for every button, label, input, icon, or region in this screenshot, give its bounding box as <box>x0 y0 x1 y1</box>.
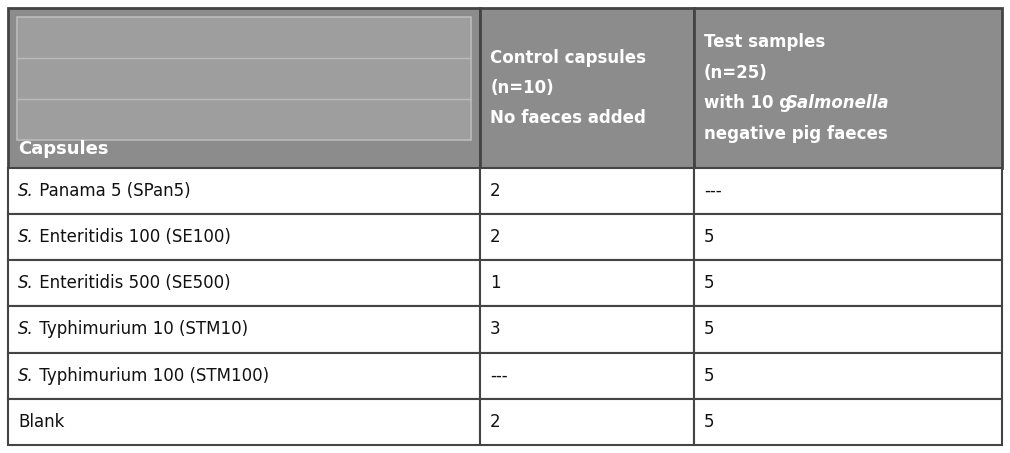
Text: Enteritidis 500 (SE500): Enteritidis 500 (SE500) <box>34 274 231 292</box>
Bar <box>694 8 1002 168</box>
Text: 5: 5 <box>704 228 714 246</box>
Text: Control capsules: Control capsules <box>490 49 646 67</box>
Text: Salmonella: Salmonella <box>786 94 890 112</box>
Bar <box>480 214 694 260</box>
Bar <box>480 399 694 445</box>
Text: 5: 5 <box>704 366 714 385</box>
Text: (n=10): (n=10) <box>490 79 553 97</box>
Bar <box>8 8 480 168</box>
Text: No faeces added: No faeces added <box>490 109 646 127</box>
Text: S.: S. <box>18 366 33 385</box>
Text: 3: 3 <box>490 320 501 338</box>
Text: Capsules: Capsules <box>18 140 108 158</box>
Text: 5: 5 <box>704 320 714 338</box>
Bar <box>694 306 1002 352</box>
Bar <box>17 17 471 140</box>
Bar <box>694 260 1002 306</box>
Text: Test samples: Test samples <box>704 33 825 51</box>
Text: Panama 5 (SPan5): Panama 5 (SPan5) <box>34 182 191 200</box>
Text: S.: S. <box>18 320 33 338</box>
Text: S.: S. <box>18 182 33 200</box>
Bar <box>8 399 480 445</box>
Bar <box>8 214 480 260</box>
Text: 5: 5 <box>704 274 714 292</box>
Bar <box>694 214 1002 260</box>
Text: 5: 5 <box>704 413 714 431</box>
Bar <box>480 8 694 168</box>
Bar <box>480 260 694 306</box>
Text: 1: 1 <box>490 274 501 292</box>
Text: S.: S. <box>18 228 33 246</box>
Text: ---: --- <box>704 182 721 200</box>
Text: (n=25): (n=25) <box>704 63 768 82</box>
Bar <box>480 168 694 214</box>
Text: Blank: Blank <box>18 413 65 431</box>
Text: Typhimurium 10 (STM10): Typhimurium 10 (STM10) <box>34 320 248 338</box>
Bar <box>694 352 1002 399</box>
Text: ---: --- <box>490 366 508 385</box>
Bar <box>8 306 480 352</box>
Text: 2: 2 <box>490 413 501 431</box>
Bar <box>480 352 694 399</box>
Bar <box>480 306 694 352</box>
Text: Typhimurium 100 (STM100): Typhimurium 100 (STM100) <box>34 366 270 385</box>
Text: negative pig faeces: negative pig faeces <box>704 125 888 143</box>
Text: 2: 2 <box>490 182 501 200</box>
Bar <box>694 168 1002 214</box>
Bar <box>8 260 480 306</box>
Text: 2: 2 <box>490 228 501 246</box>
Text: with 10 g: with 10 g <box>704 94 797 112</box>
Text: Enteritidis 100 (SE100): Enteritidis 100 (SE100) <box>34 228 231 246</box>
Text: S.: S. <box>18 274 33 292</box>
Bar <box>8 168 480 214</box>
Bar <box>694 399 1002 445</box>
Bar <box>8 352 480 399</box>
